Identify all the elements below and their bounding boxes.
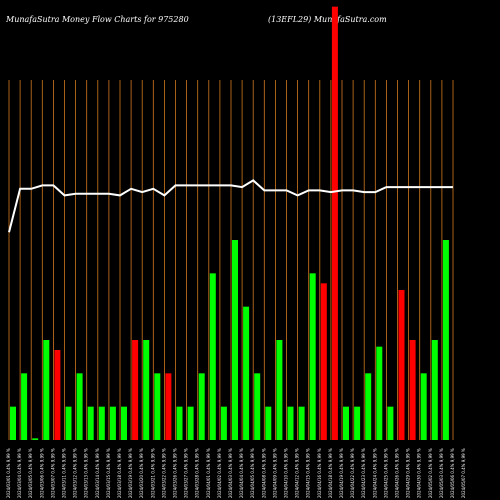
x-tick-label: 2024/03/15 0.4% 9,99 % xyxy=(106,448,111,498)
x-tick-label: 2024/03/22 0.4% 9,99 % xyxy=(161,448,166,498)
bar-up xyxy=(98,406,105,440)
bar-up xyxy=(43,340,50,440)
bar-down xyxy=(132,340,139,440)
x-tick-label: 2024/03/18 0.4% 9,99 % xyxy=(117,448,122,498)
x-tick-label: 2024/04/16 0.4% 9,99 % xyxy=(317,448,322,498)
x-tick-label: 2024/04/10 0.4% 9,99 % xyxy=(284,448,289,498)
bar-up xyxy=(121,406,127,440)
bar-up xyxy=(243,306,250,440)
x-tick-label: 2024/04/18 0.4% 9,99 % xyxy=(328,448,333,498)
x-tick-label: 2024/04/12 0.4% 9,99 % xyxy=(295,448,300,498)
bar-up xyxy=(309,273,316,440)
x-tick-label: 2024/05/06 0.4% 9,99 % xyxy=(450,448,455,498)
x-tick-label: 2024/04/22 0.4% 9,99 % xyxy=(350,448,355,498)
x-tick-label: 2024/04/09 0.4% 9,99 % xyxy=(272,448,277,498)
x-tick-label: 2024/03/19 0.4% 9,99 % xyxy=(128,448,133,498)
bar-down xyxy=(54,350,61,440)
bar-up xyxy=(198,373,205,440)
x-tick-label: 2024/04/19 0.4% 9,99 % xyxy=(339,448,344,498)
bar-up xyxy=(32,438,39,440)
bar-up xyxy=(354,406,361,440)
x-tick-label: 2024/04/24 0.4% 9,99 % xyxy=(372,448,377,498)
bar-up xyxy=(265,406,272,440)
bar-down xyxy=(398,290,405,440)
bar-up xyxy=(187,406,194,440)
bar-up xyxy=(343,406,349,440)
x-tick-label: 2024/03/05 0.4% 9,99 % xyxy=(28,448,33,498)
bar-up xyxy=(442,240,449,440)
bar-down xyxy=(409,340,416,440)
x-tick-label: 2024/04/25 0.4% 9,99 % xyxy=(383,448,388,498)
x-tick-label: 2024/04/02 0.4% 9,99 % xyxy=(217,448,222,498)
chart-title: MunafaSutra Money Flow Charts for 975280 xyxy=(5,15,189,24)
x-tick-label: 2024/03/28 0.4% 9,99 % xyxy=(195,448,200,498)
x-tick-label: 2024/03/21 0.4% 9,99 % xyxy=(150,448,155,498)
money-flow-line xyxy=(8,179,453,233)
x-tick-label: 2024/03/07 0.4% 9,99 % xyxy=(50,448,55,498)
bar-up xyxy=(10,406,16,440)
bar-up xyxy=(176,406,183,440)
x-tick-label: 2024/05/07 0.4% 9,99 % xyxy=(461,448,466,498)
bar-up xyxy=(21,373,28,440)
bar-up xyxy=(87,406,94,440)
x-tick-label: 2024/03/27 0.4% 9,99 % xyxy=(184,448,189,498)
x-tick-label: 2024/04/08 0.4% 9,99 % xyxy=(261,448,266,498)
x-tick-label: 2024/04/01 0.4% 9,99 % xyxy=(206,448,211,498)
bar-up xyxy=(254,373,261,440)
bar-up xyxy=(143,340,150,440)
x-tick-label: 2024/03/20 0.4% 9,99 % xyxy=(139,448,144,498)
bar-up xyxy=(209,273,216,440)
x-tick-label: 2024/04/29 0.4% 9,99 % xyxy=(406,448,411,498)
x-tick-label: 2024/03/06 0.4% 9,99 % xyxy=(39,448,44,498)
bar-up xyxy=(109,406,116,440)
bar-up xyxy=(65,406,72,440)
bar-up xyxy=(431,340,438,440)
bar-down xyxy=(331,6,338,441)
bar-up xyxy=(154,373,161,440)
bar-down xyxy=(320,283,327,440)
flow-line-layer xyxy=(8,179,453,233)
bar-down xyxy=(165,373,172,440)
x-tick-labels: 2024/03/01 0.4% 9,99 % 2024/03/04 0.4% 9,… xyxy=(6,448,466,498)
bar-up xyxy=(276,340,283,440)
x-tick-label: 2024/05/02 0.4% 9,99 % xyxy=(428,448,433,498)
x-tick-label: 2024/05/03 0.4% 9,99 % xyxy=(439,448,444,498)
bar-up xyxy=(287,406,294,440)
bar-up xyxy=(298,406,305,440)
x-tick-label: 2024/04/05 0.4% 9,99 % xyxy=(250,448,255,498)
bar-up xyxy=(376,346,383,440)
bar-up xyxy=(387,406,394,440)
x-tick-label: 2024/03/01 0.4% 9,99 % xyxy=(6,448,11,498)
bar-up xyxy=(220,406,227,440)
x-tick-label: 2024/03/12 0.4% 9,99 % xyxy=(73,448,78,498)
x-tick-label: 2024/03/11 0.4% 9,99 % xyxy=(62,448,67,498)
chart-site-label: (13EFL29) MunafaSutra.com xyxy=(268,15,387,24)
x-tick-label: 2024/04/04 0.4% 9,99 % xyxy=(239,448,244,498)
x-tick-label: 2024/03/26 0.4% 9,99 % xyxy=(173,448,178,498)
bar-up xyxy=(365,373,372,440)
bars xyxy=(10,6,449,441)
x-tick-label: 2024/04/30 0.4% 9,99 % xyxy=(417,448,422,498)
x-tick-label: 2024/03/14 0.4% 9,99 % xyxy=(95,448,100,498)
x-tick-label: 2024/03/13 0.4% 9,99 % xyxy=(84,448,89,498)
bar-up xyxy=(420,373,427,440)
x-tick-label: 2024/03/04 0.4% 9,99 % xyxy=(17,448,22,498)
x-tick-label: 2024/04/15 0.4% 9,99 % xyxy=(306,448,311,498)
x-tick-label: 2024/04/03 0.4% 9,99 % xyxy=(228,448,233,498)
bar-up xyxy=(232,240,238,440)
gridlines xyxy=(8,80,454,440)
x-tick-label: 2024/04/23 0.4% 9,99 % xyxy=(361,448,366,498)
bar-up xyxy=(76,373,83,440)
x-tick-label: 2024/04/26 0.4% 9,99 % xyxy=(395,448,400,498)
